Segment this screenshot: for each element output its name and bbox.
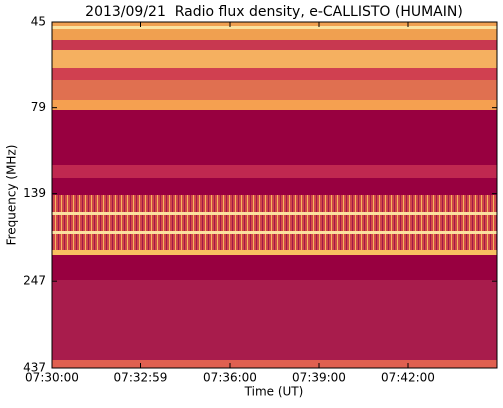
- chart-title: 2013/09/21 Radio flux density, e-CALLIST…: [85, 4, 463, 20]
- spectrogram-image: [52, 22, 497, 368]
- x-tick-label: 07:30:00: [25, 371, 79, 385]
- y-axis-label: Frequency (MHz): [5, 145, 19, 246]
- y-tick-label: 79: [31, 100, 46, 114]
- y-tick-label: 139: [23, 186, 46, 200]
- plot-frame: [51, 21, 498, 369]
- y-tick-label: 45: [31, 15, 46, 29]
- x-tick-label: 07:39:00: [292, 371, 346, 385]
- y-tick-label: 437: [23, 361, 46, 375]
- x-axis-label: Time (UT): [244, 385, 304, 399]
- y-tick-label: 247: [23, 274, 46, 288]
- x-tick-label: 07:36:00: [203, 371, 257, 385]
- x-tick-label: 07:42:00: [381, 371, 435, 385]
- x-tick-label: 07:32:59: [114, 371, 168, 385]
